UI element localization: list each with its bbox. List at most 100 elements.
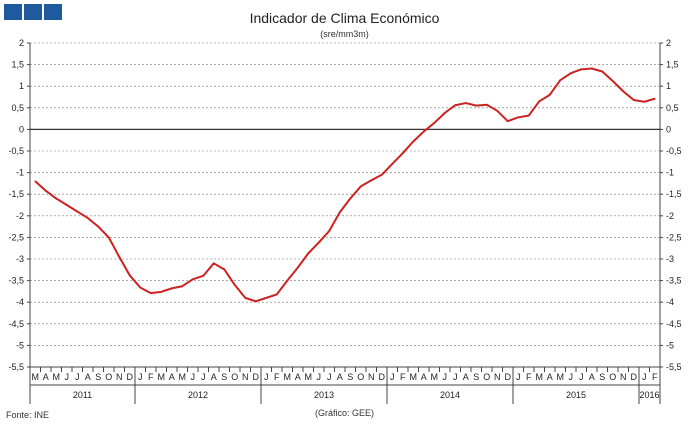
data-point	[233, 284, 236, 286]
x-month-label: S	[473, 372, 479, 382]
data-point	[34, 180, 37, 183]
data-point	[107, 236, 110, 239]
data-point	[443, 112, 446, 114]
y-tick-label-right: -5	[666, 340, 674, 350]
y-tick-label-right: -3,5	[666, 276, 682, 286]
data-point	[653, 97, 656, 100]
y-tick-label-right: -5,5	[666, 362, 682, 372]
data-point	[265, 297, 268, 299]
y-tick-label-left: -3	[16, 254, 24, 264]
x-month-label: A	[463, 372, 469, 382]
x-month-label: J	[65, 372, 70, 382]
y-tick-label-left: -4	[16, 297, 24, 307]
x-month-label: M	[536, 372, 544, 382]
chart-credit: (Gráfico: GEE)	[314, 408, 374, 418]
y-tick-label-left: -1,5	[8, 189, 24, 199]
x-month-label: A	[295, 372, 301, 382]
data-point	[527, 114, 530, 117]
chart-subtitle: (sre/mm3m)	[320, 29, 369, 39]
x-month-label: F	[148, 372, 154, 382]
data-point	[44, 189, 47, 192]
data-point	[506, 120, 509, 122]
y-tick-label-right: 0	[666, 124, 671, 134]
data-point	[86, 217, 89, 219]
x-month-label: A	[547, 372, 553, 382]
y-tick-label-left: -4,5	[8, 319, 24, 329]
data-point	[212, 262, 215, 265]
data-point	[569, 72, 572, 75]
x-month-label: D	[253, 372, 260, 382]
chart-title: Indicador de Clima Económico	[249, 10, 440, 26]
data-point	[538, 100, 541, 103]
x-month-label: F	[274, 372, 280, 382]
y-tick-label-left: -5,5	[8, 362, 24, 372]
x-year-label: 2012	[188, 390, 208, 400]
x-month-label: J	[569, 372, 574, 382]
data-point	[359, 185, 362, 188]
x-year-label: 2011	[73, 390, 92, 400]
data-point	[601, 70, 604, 73]
y-tick-label-right: -1	[666, 168, 674, 178]
x-month-label: A	[43, 372, 49, 382]
data-point	[191, 278, 194, 281]
x-month-label: M	[410, 372, 418, 382]
x-month-label: D	[631, 372, 638, 382]
y-tick-label-left: 2	[19, 38, 24, 48]
data-point	[160, 291, 163, 293]
x-month-label: A	[85, 372, 91, 382]
data-point	[307, 252, 310, 255]
y-tick-label-right: -2	[666, 211, 674, 221]
data-point	[496, 110, 499, 112]
x-month-label: F	[400, 372, 406, 382]
data-point	[244, 297, 247, 299]
data-point	[433, 122, 436, 124]
y-tick-label-left: -0,5	[8, 146, 24, 156]
x-month-label: J	[75, 372, 80, 382]
logo-block-3	[44, 4, 62, 20]
data-point	[275, 293, 278, 296]
x-month-label: O	[609, 372, 616, 382]
x-month-label: J	[191, 372, 196, 382]
x-month-label: A	[421, 372, 427, 382]
y-tick-label-left: -5	[16, 340, 24, 350]
data-point	[338, 211, 341, 214]
data-point	[328, 230, 331, 232]
y-tick-label-left: -3,5	[8, 276, 24, 286]
x-month-label: J	[264, 372, 269, 382]
data-point	[286, 279, 289, 282]
data-point	[485, 103, 488, 106]
x-month-label: M	[431, 372, 439, 382]
data-point	[202, 275, 205, 277]
x-month-label: N	[368, 372, 375, 382]
x-month-label: N	[242, 372, 249, 382]
logo-block-2	[24, 4, 42, 20]
data-point	[464, 102, 467, 104]
data-point	[349, 197, 352, 200]
x-month-label: J	[317, 372, 322, 382]
x-month-label: F	[526, 372, 532, 382]
x-year-label: 2013	[314, 390, 334, 400]
data-point	[412, 140, 415, 143]
data-point	[401, 152, 404, 154]
x-month-label: O	[105, 372, 112, 382]
data-point	[149, 292, 152, 294]
data-point	[317, 241, 320, 244]
y-tick-label-right: 0,5	[666, 103, 679, 113]
x-month-label: O	[231, 372, 238, 382]
x-month-label: M	[557, 372, 565, 382]
y-tick-label-right: -2,5	[666, 232, 682, 242]
x-month-label: A	[589, 372, 595, 382]
x-month-label: A	[337, 372, 343, 382]
data-point	[223, 268, 226, 271]
x-month-label: A	[169, 372, 175, 382]
data-point	[254, 300, 257, 303]
x-month-label: S	[347, 372, 353, 382]
series-line	[34, 67, 656, 303]
x-year-label: 2015	[566, 390, 586, 400]
x-month-label: J	[579, 372, 584, 382]
x-month-label: M	[284, 372, 292, 382]
data-point	[97, 225, 100, 228]
x-year-label: 2016	[639, 390, 659, 400]
data-point	[118, 256, 121, 258]
